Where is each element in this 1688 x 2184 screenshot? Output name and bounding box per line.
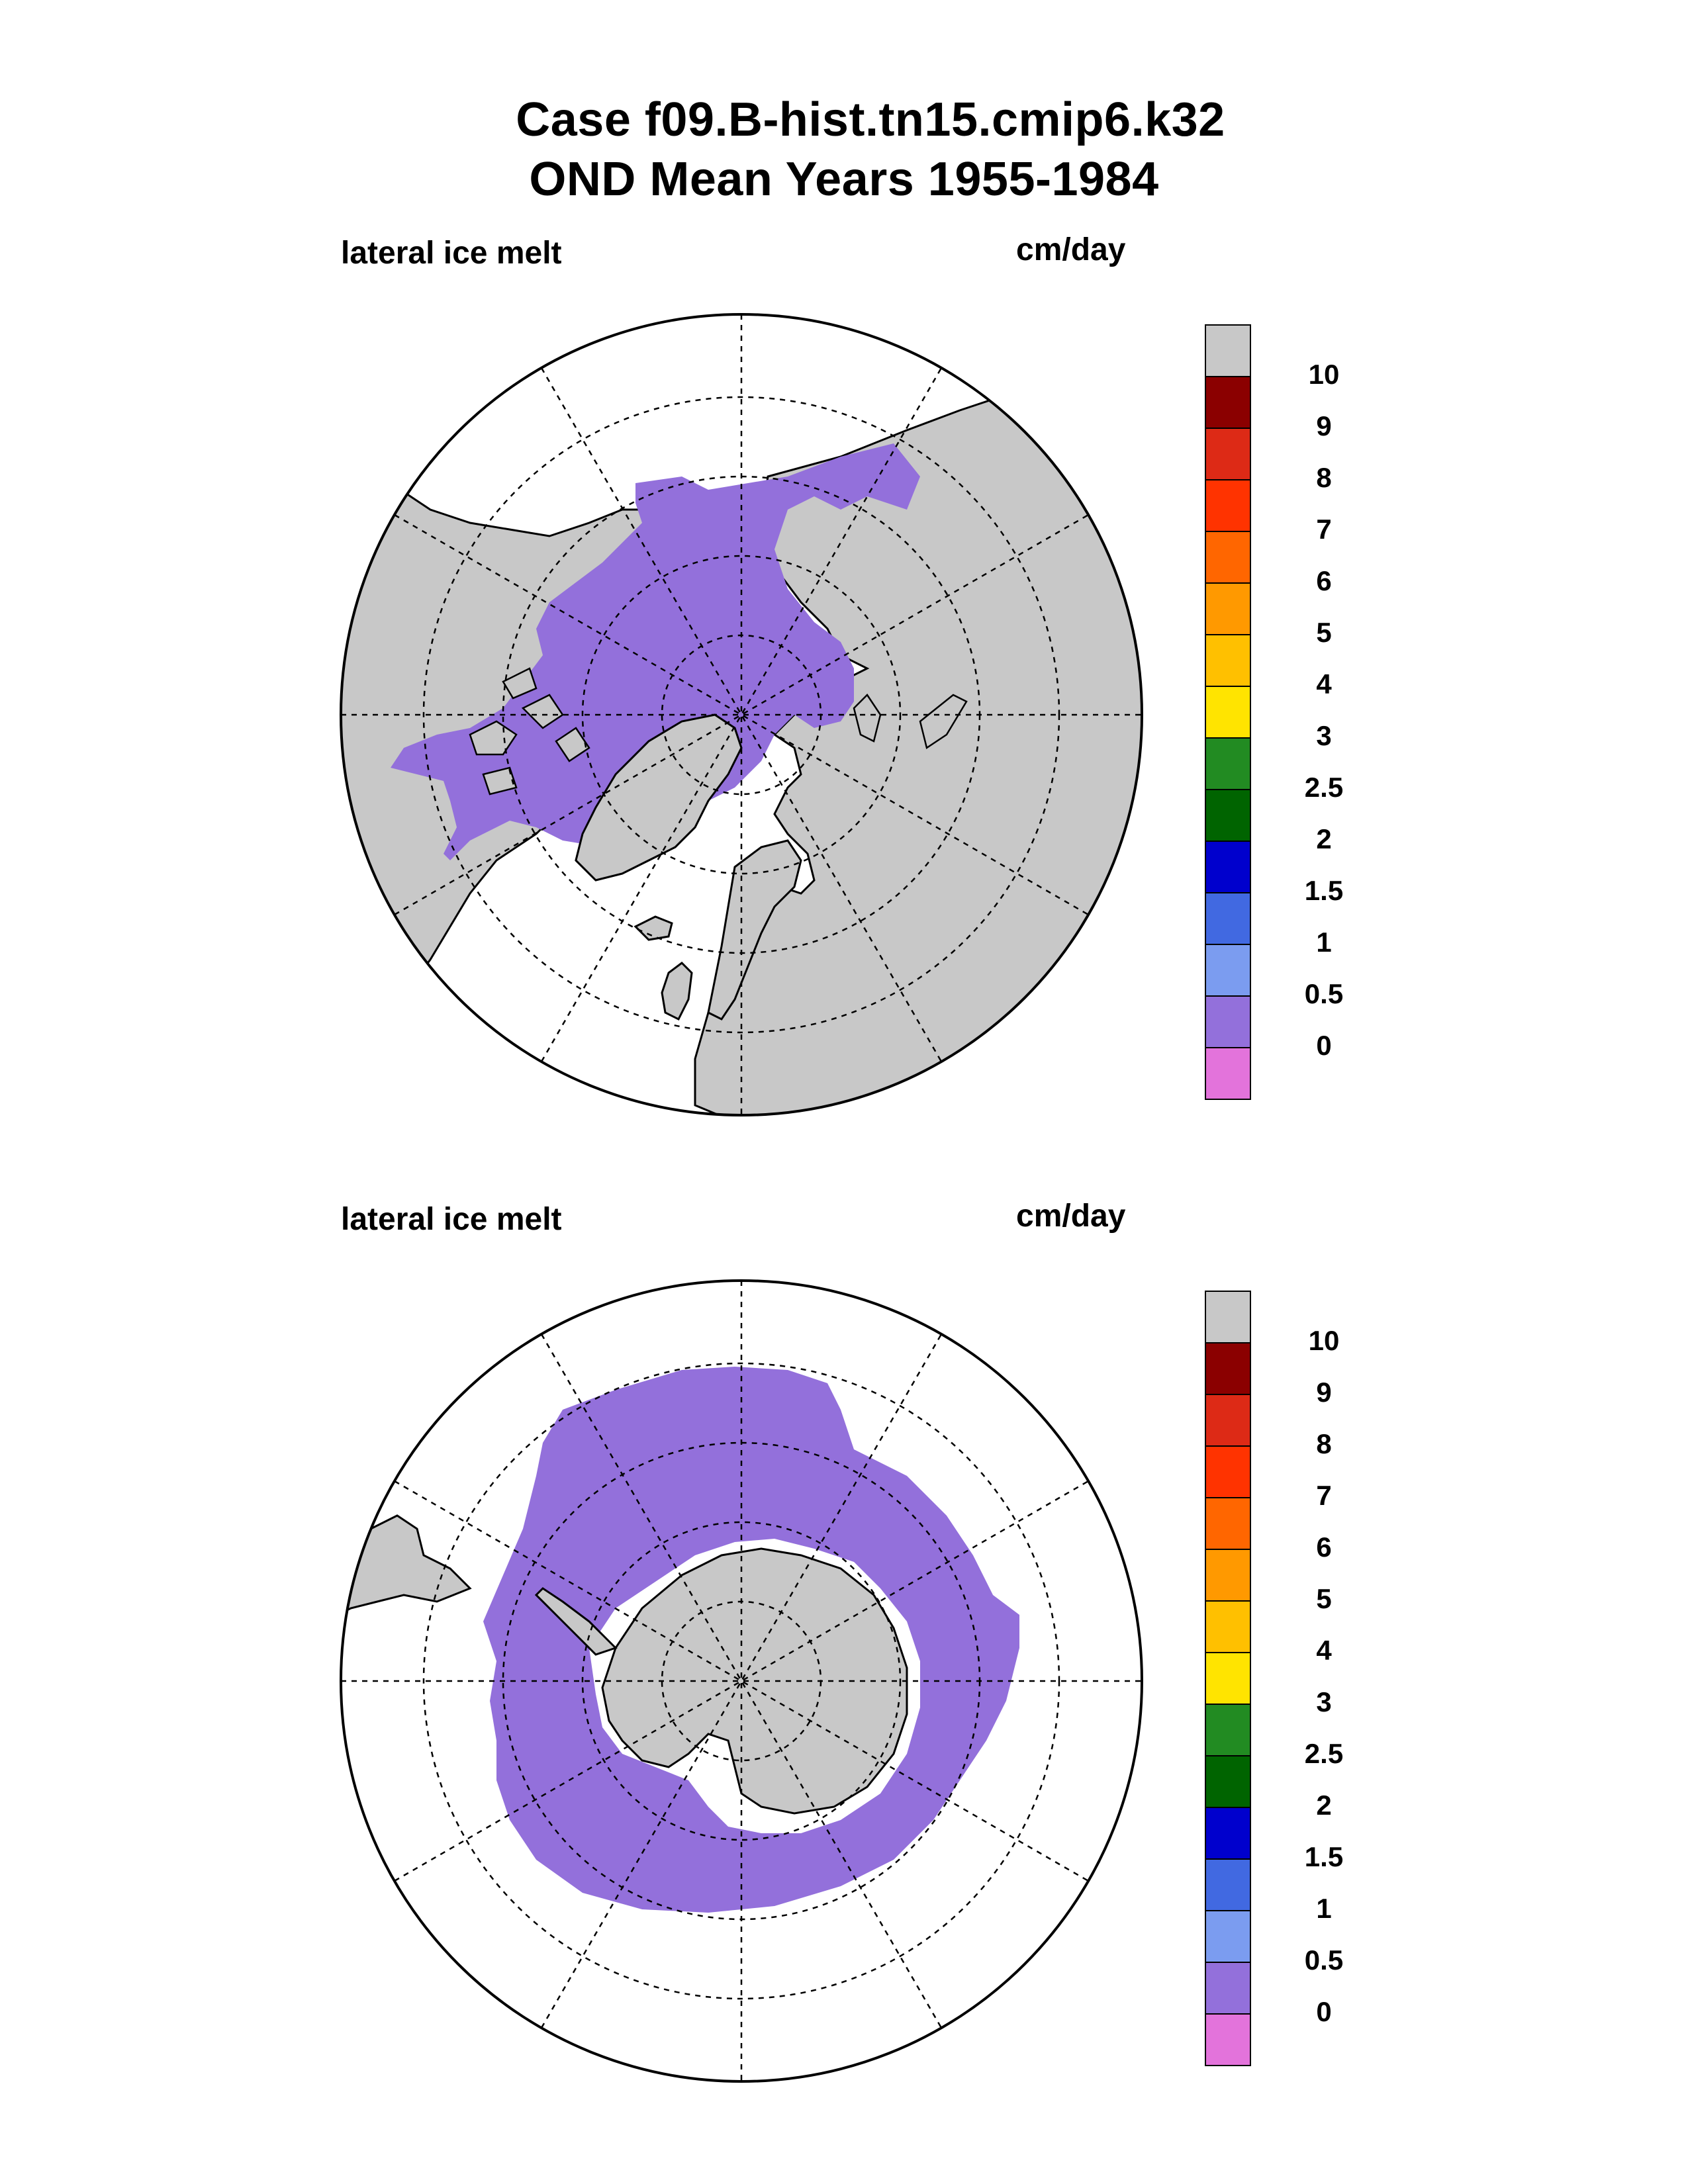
south-cbar-tick: 3 [1316,1686,1332,1717]
north-variable-label: lateral ice melt [341,236,562,271]
south-variable-label: lateral ice melt [341,1202,562,1237]
south-graticule [341,1281,1142,2081]
north-cbar-box-0.5-1 [1205,944,1251,997]
north-cbar-box-9-10 [1205,376,1251,429]
north-cbar-tick: 10 [1308,359,1340,390]
north-cbar-tick: 8 [1316,462,1332,493]
north-cbar-box-under [1205,1047,1251,1100]
south-polar-map [338,1277,1145,2085]
north-land-archipelago [469,667,590,796]
north-cbar-tick: 2.5 [1304,772,1344,803]
north-cbar-box-2-2.5 [1205,789,1251,842]
south-land-south-america [341,1514,472,1617]
north-cbar-box-5-6 [1205,582,1251,635]
north-ice-melt-arctic [391,443,920,860]
south-cbar-box-3-4 [1205,1652,1251,1705]
south-cbar-tick: 4 [1316,1635,1332,1666]
south-cbar-box-4-5 [1205,1600,1251,1653]
north-cbar-tick: 7 [1316,514,1332,545]
south-cbar-tick: 8 [1316,1428,1332,1459]
south-cbar-tick: 2.5 [1304,1738,1344,1769]
north-cbar-box-1-1.5 [1205,892,1251,945]
north-cbar-box-over [1205,324,1251,377]
north-cbar-tick: 9 [1316,410,1332,441]
north-cbar-box-1.5-2 [1205,841,1251,893]
south-cbar-box-9-10 [1205,1342,1251,1395]
south-ice-melt-ring [483,1367,1019,1913]
south-cbar-box-1.5-2 [1205,1807,1251,1860]
south-cbar-box-2-2.5 [1205,1755,1251,1808]
south-cbar-box-5-6 [1205,1549,1251,1602]
south-cbar-box-over [1205,1291,1251,1343]
south-cbar-box-2.5-3 [1205,1704,1251,1756]
north-cbar-box-0-0.5 [1205,995,1251,1048]
south-map-border [340,1279,1143,2083]
south-cbar-box-6-7 [1205,1497,1251,1550]
north-graticule [341,314,1142,1115]
title-line-2: OND Mean Years 1955-1984 [529,153,1159,206]
north-cbar-box-2.5-3 [1205,737,1251,790]
north-colorbar: 10 9 8 7 6 5 4 3 2.5 2 1.5 1 0.5 0 [1205,324,1343,1105]
north-cbar-tick: 5 [1316,617,1332,648]
north-units-label: cm/day [1016,232,1126,267]
north-cbar-box-3-4 [1205,686,1251,739]
south-cbar-tick: 0 [1316,1996,1332,2027]
north-cbar-tick: 2 [1316,823,1332,854]
north-land-and-ice [341,389,1142,1115]
north-cbar-tick: 1 [1316,927,1332,958]
north-cbar-tick: 0 [1316,1030,1332,1061]
south-cbar-tick: 1.5 [1304,1841,1344,1872]
north-cbar-tick: 4 [1316,668,1332,700]
north-land-svalbard [853,694,968,750]
south-cbar-box-7-8 [1205,1445,1251,1498]
south-colorbar: 10 9 8 7 6 5 4 3 2.5 2 1.5 1 0.5 0 [1205,1291,1343,2071]
north-polar-map [338,311,1145,1118]
title-line-1: Case f09.B-hist.tn15.cmip6.k32 [516,93,1225,146]
south-cbar-tick: 0.5 [1304,1944,1344,1976]
north-cbar-box-8-9 [1205,428,1251,480]
south-cbar-tick: 10 [1308,1325,1340,1356]
north-land-british-isles [661,962,693,1021]
south-land-antarctic-peninsula [534,1587,618,1656]
north-cbar-tick: 3 [1316,720,1332,751]
north-cbar-tick: 6 [1316,565,1332,596]
north-cbar-box-6-7 [1205,531,1251,584]
north-cbar-box-7-8 [1205,479,1251,532]
south-cbar-box-8-9 [1205,1394,1251,1447]
south-cbar-box-0.5-1 [1205,1910,1251,1963]
north-land-scandinavia [707,839,802,1021]
north-map-border [340,313,1143,1116]
south-cbar-tick: 1 [1316,1893,1332,1924]
south-cbar-tick: 2 [1316,1790,1332,1821]
south-cbar-tick: 5 [1316,1583,1332,1614]
south-cbar-tick: 6 [1316,1531,1332,1563]
south-cbar-tick: 7 [1316,1480,1332,1511]
north-cbar-tick: 0.5 [1304,978,1344,1009]
south-cbar-tick: 9 [1316,1377,1332,1408]
north-cbar-box-4-5 [1205,634,1251,687]
south-cbar-box-under [1205,2013,1251,2066]
north-cbar-tick: 1.5 [1304,875,1344,906]
south-cbar-box-1-1.5 [1205,1858,1251,1911]
south-units-label: cm/day [1016,1199,1126,1234]
south-cbar-box-0-0.5 [1205,1962,1251,2015]
north-land-iceland [633,915,673,941]
